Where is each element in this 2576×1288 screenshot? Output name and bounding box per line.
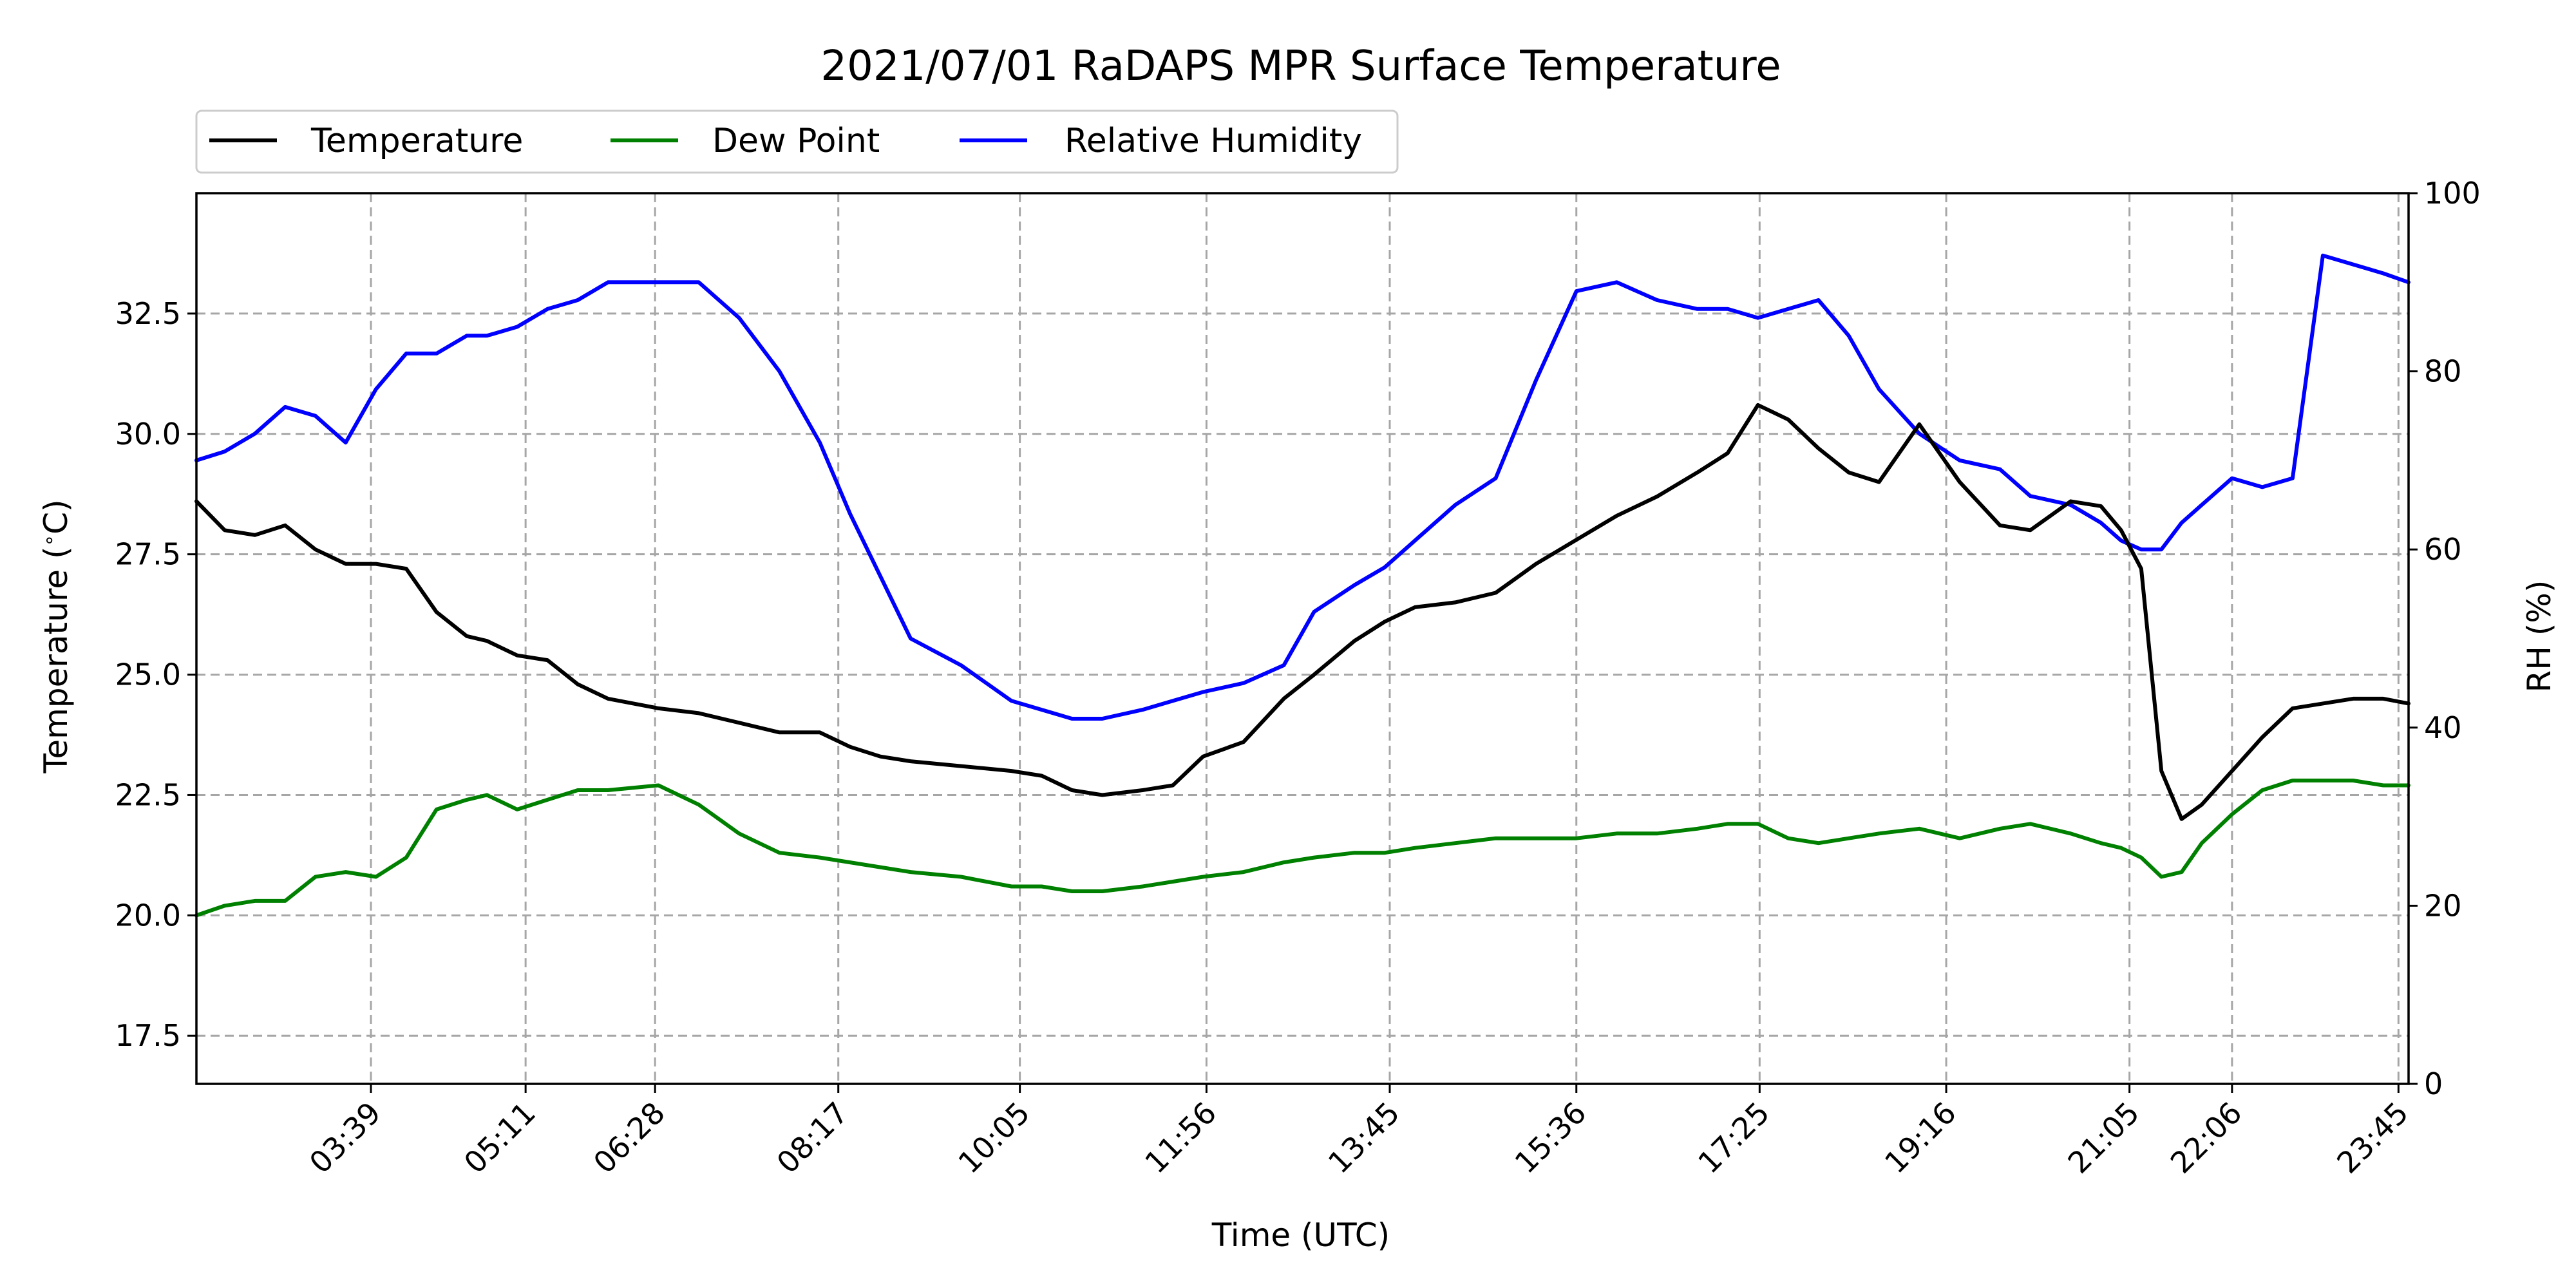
- legend: Temperature Dew Point Relative Humidity: [195, 109, 1399, 174]
- grid: [196, 193, 2409, 1084]
- y-tick-label: 20.0: [115, 898, 181, 933]
- y2-tick-label: 100: [2424, 176, 2481, 211]
- legend-label-relative-humidity: Relative Humidity: [1065, 122, 1362, 160]
- y2-tick-label: 60: [2424, 532, 2462, 567]
- y-tick-label: 27.5: [115, 537, 181, 572]
- y2-tick-label: 0: [2424, 1066, 2443, 1101]
- y2-tick-label: 40: [2424, 710, 2462, 745]
- y2-axis-label: RH (%): [2521, 580, 2558, 693]
- y-axis-label: Temperature (∘C): [37, 499, 75, 773]
- series-line-dew-point: [194, 779, 2410, 918]
- legend-frame: [195, 109, 1399, 174]
- legend-label-temperature: Temperature: [310, 122, 523, 160]
- y2-tick-label: 20: [2424, 888, 2462, 923]
- y-axis-label-unit: C): [37, 499, 75, 534]
- y-tick-label: 17.5: [115, 1018, 181, 1053]
- y-axis-label-degree: ∘: [38, 535, 61, 547]
- y-tick-label: 25.0: [115, 658, 181, 692]
- legend-label-dew-point: Dew Point: [712, 122, 880, 160]
- y-tick-label: 32.5: [115, 296, 181, 331]
- y2-tick-label: 80: [2424, 354, 2462, 389]
- series-layer: [194, 253, 2410, 918]
- series-line-relative-humidity: [194, 253, 2410, 721]
- chart-title: 2021/07/01 RaDAPS MPR Surface Temperatur…: [820, 43, 1781, 90]
- y-tick-label: 22.5: [115, 777, 181, 812]
- y-tick-label: 30.0: [115, 417, 181, 451]
- axes-frame: [195, 192, 2410, 1085]
- x-axis-label: Time (UTC): [1211, 1217, 1390, 1254]
- y-axis-label-text: Temperature (: [37, 547, 75, 774]
- series-line-temperature: [194, 402, 2410, 821]
